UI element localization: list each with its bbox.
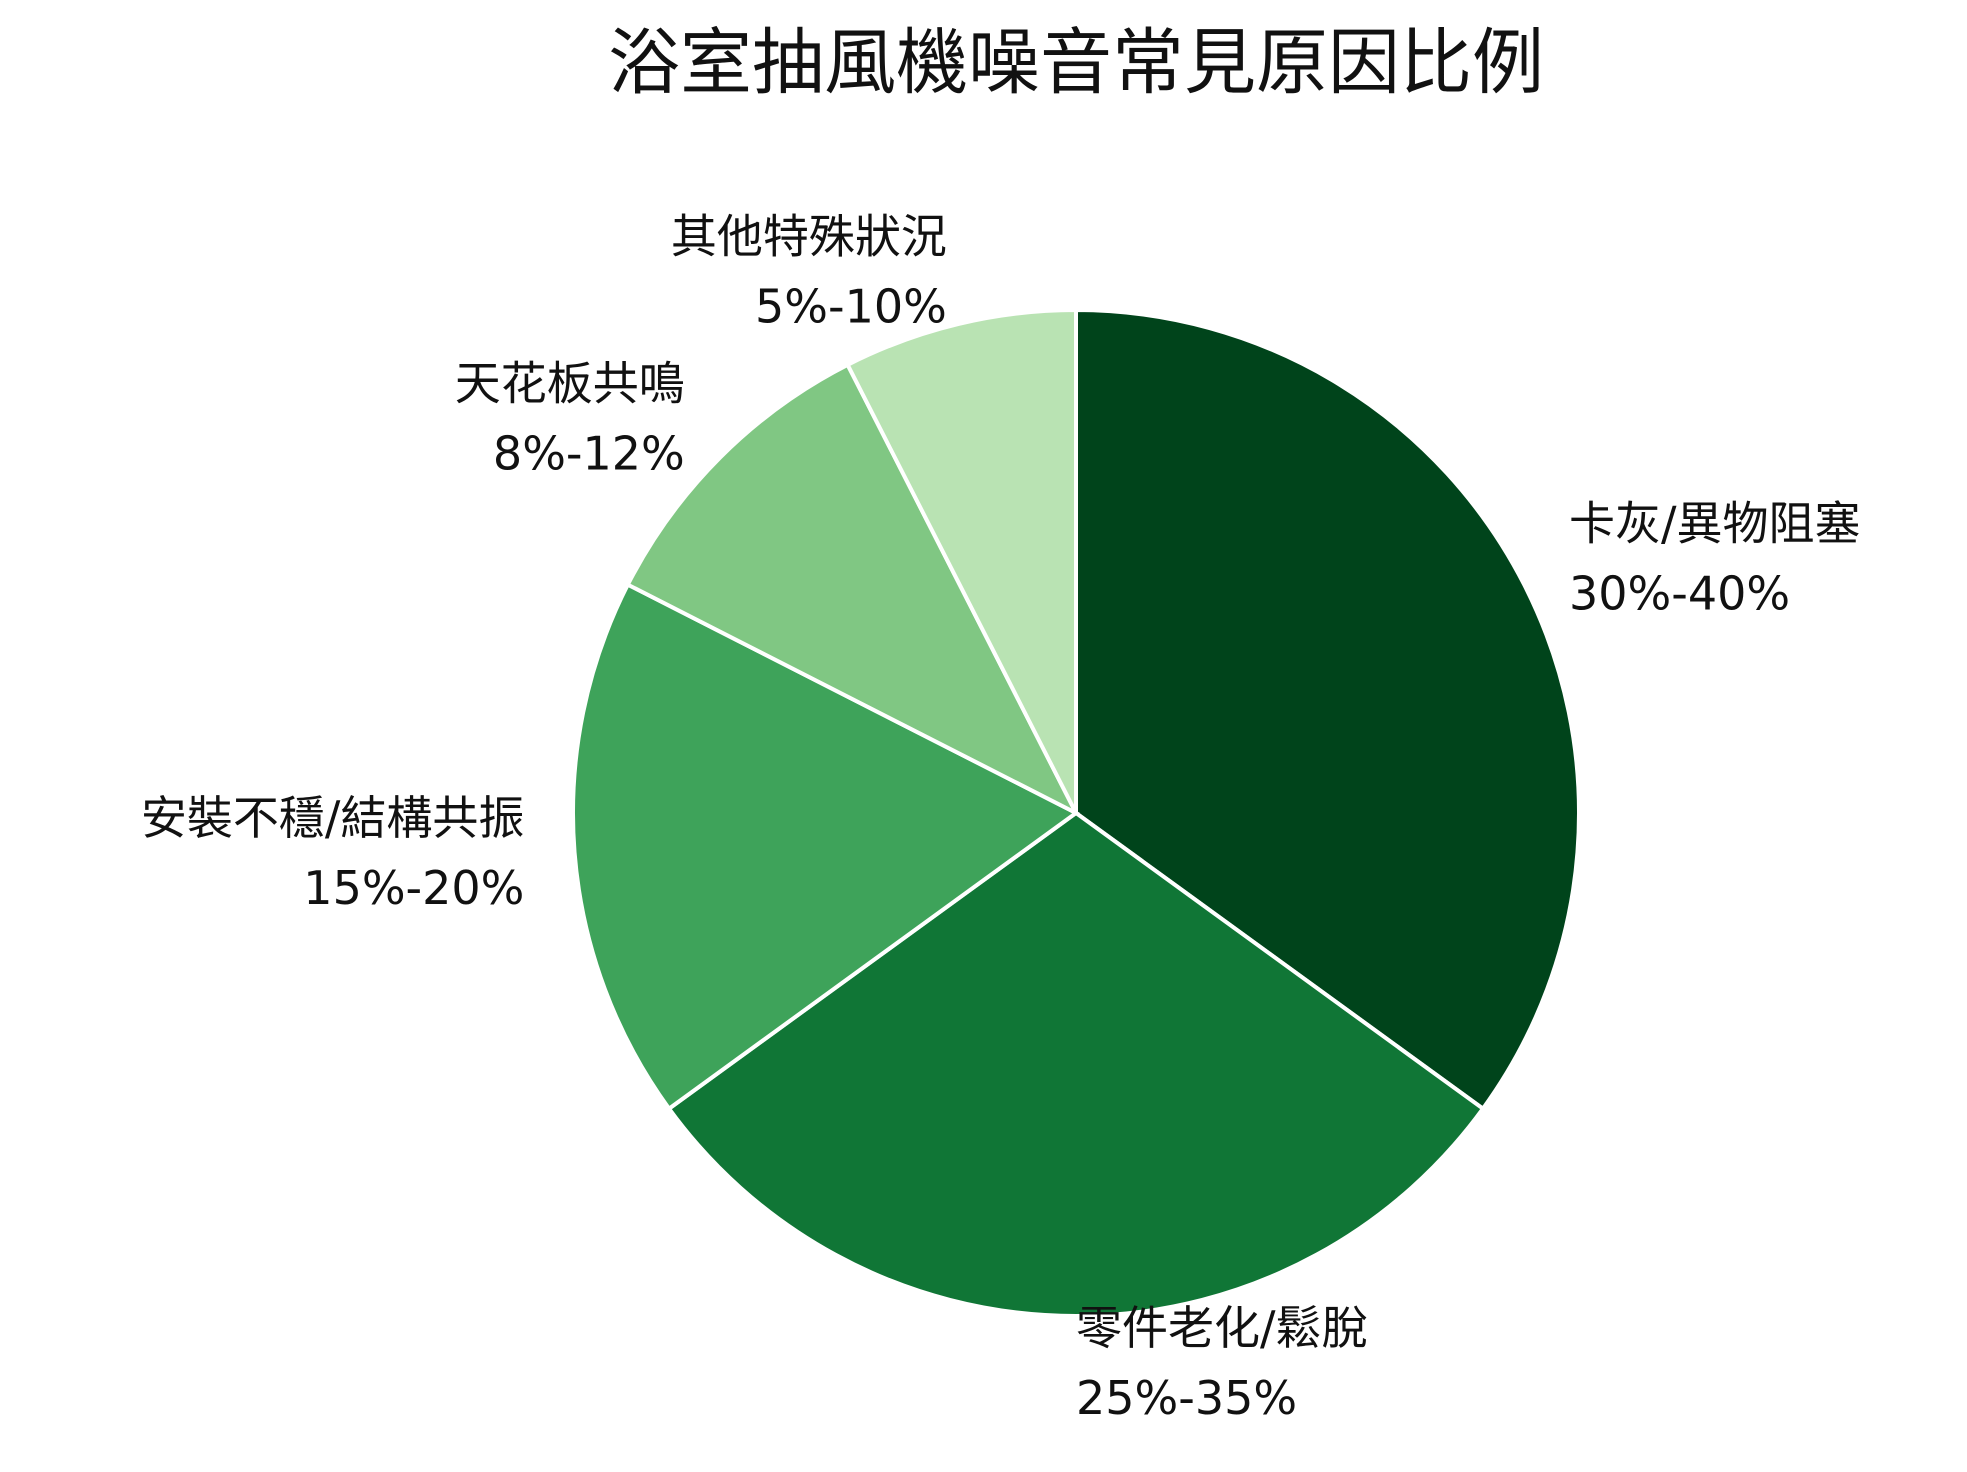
pie-slice [666,810,1486,1318]
chart-title: 浴室抽風機噪音常見原因比例 [608,21,1544,105]
slice-label: 安裝不穩/結構共振 [141,791,525,845]
slice-value-label: 8%-12% [493,426,685,480]
pie-slice [571,581,1080,1112]
slice-label: 卡灰/異物阻塞 [1569,496,1861,550]
slice-value-label: 5%-10% [755,279,947,333]
slice-value-label: 25%-35% [1076,1371,1297,1425]
slice-value-label: 15%-20% [303,861,524,915]
slice-label: 零件老化/鬆脫 [1076,1301,1368,1355]
pie-slice [1074,307,1582,1112]
slice-value-label: 30%-40% [1569,566,1790,620]
pie-slice [625,362,1081,818]
slice-label: 天花板共鳴 [455,356,685,410]
slice-label: 其他特殊狀況 [671,209,947,263]
pie-slice [844,307,1078,814]
